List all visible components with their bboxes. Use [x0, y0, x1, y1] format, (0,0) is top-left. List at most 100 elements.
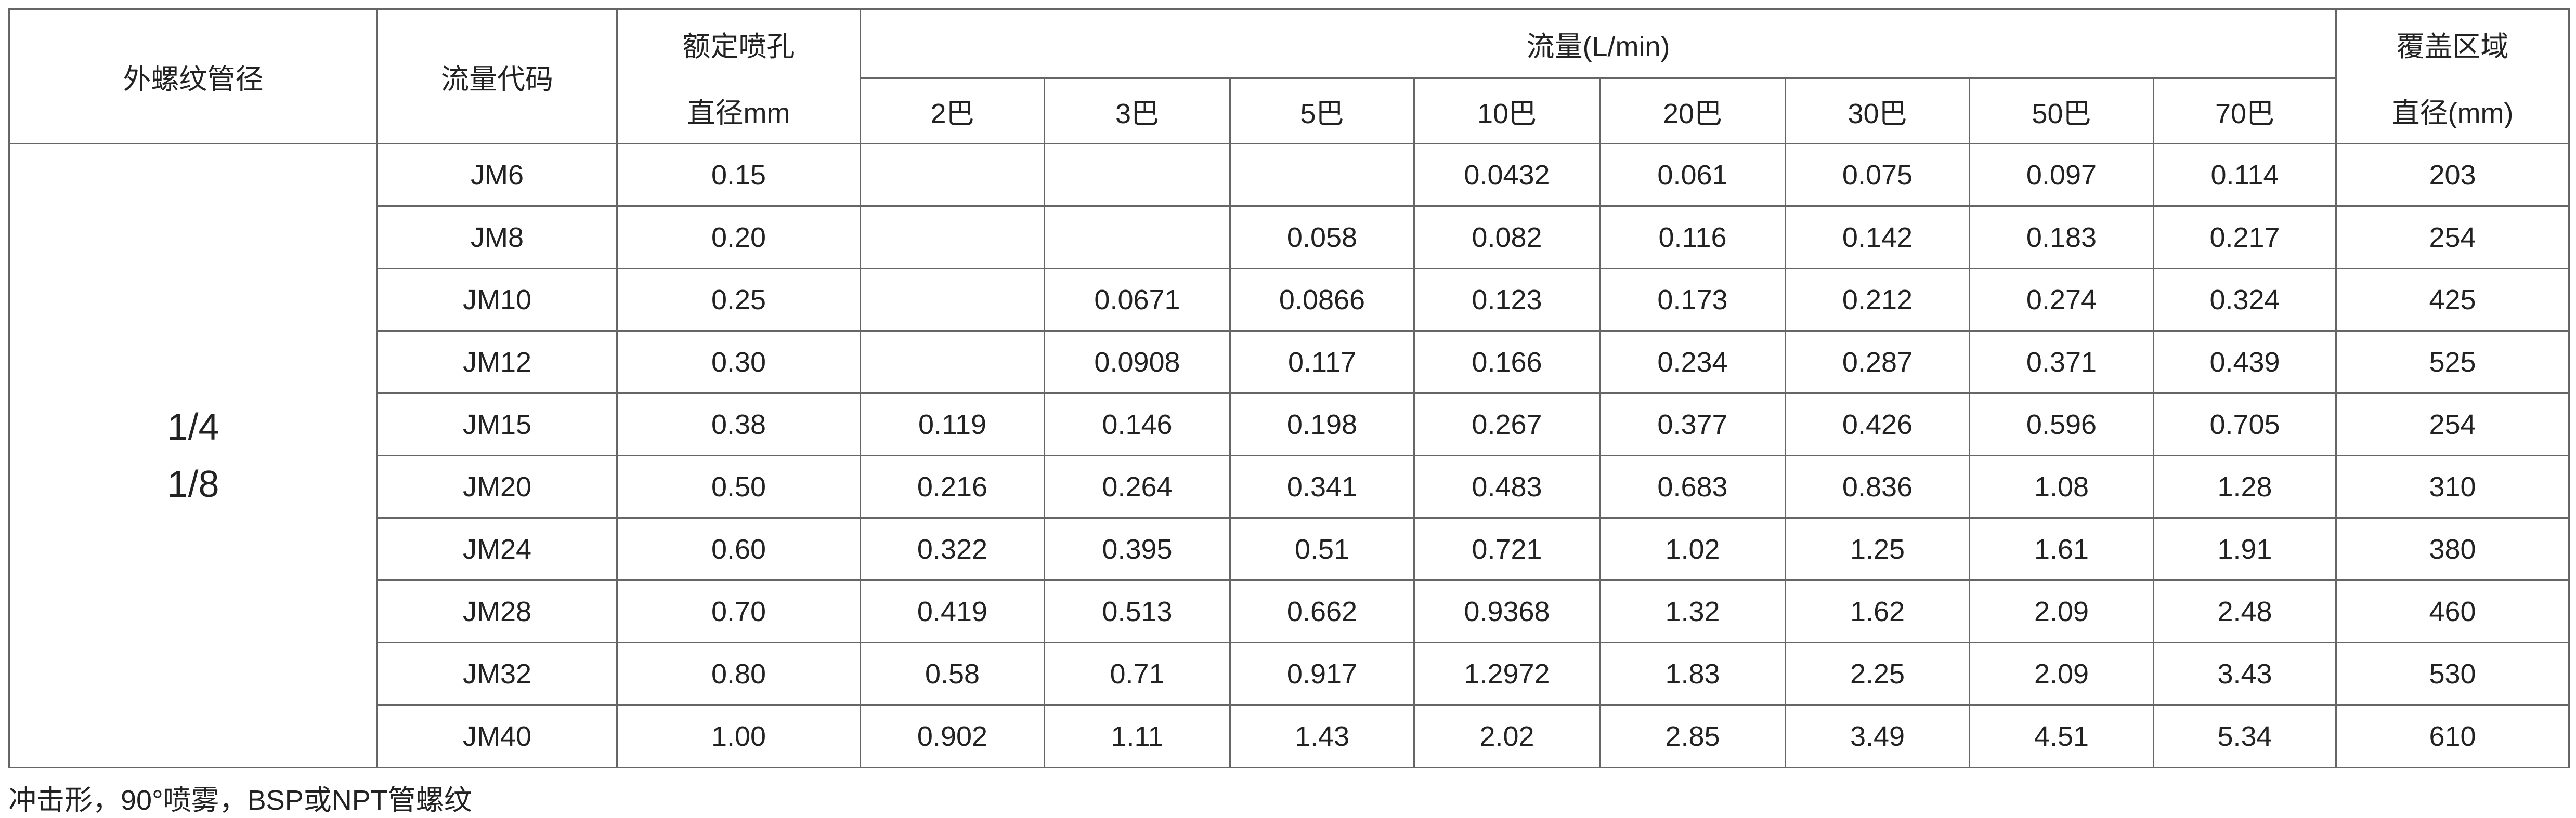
table-cell: 1.25: [1785, 517, 1970, 581]
table-cell: 0.513: [1044, 579, 1231, 643]
table-cell: [860, 268, 1045, 332]
table-cell: [860, 143, 1045, 207]
table-cell: 0.51: [1229, 517, 1415, 581]
table-cell: 1.28: [2152, 455, 2337, 519]
table-cell: 0.216: [860, 455, 1045, 519]
table-cell: 0.902: [860, 704, 1045, 768]
table-row: JM8 0.20 0.058 0.082 0.116 0.142 0.183 0.217 254: [9, 205, 2570, 269]
header-cell: 直径mm: [616, 78, 861, 144]
header-cell: 外螺纹管径: [8, 8, 378, 144]
table-cell: 0.183: [1969, 205, 2154, 269]
table-cell: 525: [2335, 330, 2570, 394]
table-cell: 254: [2335, 205, 2570, 269]
table-cell: 0.116: [1599, 205, 1786, 269]
table-cell: 1.2972: [1413, 642, 1601, 706]
table-cell: 0.419: [860, 579, 1045, 643]
table-cell: 0.15: [616, 143, 861, 207]
header-cell: 10巴: [1413, 77, 1601, 144]
table-cell: 0.075: [1785, 143, 1970, 207]
table-cell: 0.212: [1785, 268, 1970, 332]
table-cell: 0.114: [2152, 143, 2337, 207]
table-cell: 0.60: [616, 517, 861, 581]
table-cell: 310: [2335, 455, 2570, 519]
table-cell: JM15: [376, 392, 618, 456]
header-cell: 2巴: [860, 77, 1045, 144]
table-cell: 1.62: [1785, 579, 1970, 643]
thread-size: 1/8: [167, 463, 219, 505]
table-row: JM32 0.80 0.58 0.71 0.917 1.2972 1.83 2.25 2.09 3…: [9, 642, 2570, 706]
thread-size: 1/4: [167, 406, 219, 448]
table-cell: 1.00: [616, 704, 861, 768]
table-row: JM10 0.25 0.0671 0.0866 0.123 0.173 0.212 0.274…: [9, 268, 2570, 332]
table-cell: 1.83: [1599, 642, 1786, 706]
table-cell: 0.061: [1599, 143, 1786, 207]
header-cell: 5巴: [1229, 77, 1415, 144]
header-cell: 流量(L/min): [859, 8, 2337, 79]
table-cell: 1.43: [1229, 704, 1415, 768]
table-cell: 0.123: [1413, 268, 1601, 332]
table-cell: JM6: [376, 143, 618, 207]
table-cell: 2.02: [1413, 704, 1601, 768]
thread-cell: 1/4 1/8: [8, 143, 378, 768]
table-cell: 0.146: [1044, 392, 1231, 456]
table-cell: 0.117: [1229, 330, 1415, 394]
table-cell: 0.38: [616, 392, 861, 456]
table-cell: 0.25: [616, 268, 861, 332]
table-cell: JM10: [376, 268, 618, 332]
table-row: JM40 1.00 0.902 1.11 1.43 2.02 2.85 3.49 4.51 5.3…: [9, 704, 2570, 768]
table-cell: 0.9368: [1413, 579, 1601, 643]
table-row: JM15 0.38 0.119 0.146 0.198 0.267 0.377 0.426 0.…: [9, 392, 2570, 456]
table-cell: 425: [2335, 268, 2570, 332]
table-cell: 1.61: [1969, 517, 2154, 581]
table-cell: 254: [2335, 392, 2570, 456]
header-cell: 20巴: [1599, 77, 1786, 144]
table-cell: JM32: [376, 642, 618, 706]
table-cell: 380: [2335, 517, 2570, 581]
table-cell: 0.71: [1044, 642, 1231, 706]
table-cell: 0.217: [2152, 205, 2337, 269]
table-cell: 0.683: [1599, 455, 1786, 519]
table-cell: 0.267: [1413, 392, 1601, 456]
table-cell: 0.142: [1785, 205, 1970, 269]
table-cell: 4.51: [1969, 704, 2154, 768]
header-cell: 30巴: [1785, 77, 1970, 144]
table-cell: 0.836: [1785, 455, 1970, 519]
table-cell: 0.377: [1599, 392, 1786, 456]
header-cell: 直径(mm): [2335, 78, 2570, 144]
table-cell: 0.058: [1229, 205, 1415, 269]
header-cell: 额定喷孔: [616, 8, 861, 78]
table-cell: 3.49: [1785, 704, 1970, 768]
table-cell: 2.48: [2152, 579, 2337, 643]
table-cell: [1044, 205, 1231, 269]
table-cell: 1.11: [1044, 704, 1231, 768]
table-cell: 0.426: [1785, 392, 1970, 456]
table-cell: 0.395: [1044, 517, 1231, 581]
table-row: 1/4 1/8 JM6 0.15 0.0432 0.061 0.075 0.097 0.114 2…: [8, 143, 2570, 768]
table-cell: 0.0671: [1044, 268, 1231, 332]
table-cell: 0.234: [1599, 330, 1786, 394]
table-cell: 0.322: [860, 517, 1045, 581]
table-cell: JM24: [376, 517, 618, 581]
table-cell: 0.097: [1969, 143, 2154, 207]
table-cell: 0.596: [1969, 392, 2154, 456]
table-cell: 0.917: [1229, 642, 1415, 706]
table-cell: 0.0908: [1044, 330, 1231, 394]
table-cell: 0.371: [1969, 330, 2154, 394]
header-cell: 流量代码: [376, 8, 618, 144]
table-cell: 3.43: [2152, 642, 2337, 706]
table-row: JM20 0.50 0.216 0.264 0.341 0.483 0.683 0.836 1.…: [9, 455, 2570, 519]
table-cell: JM20: [376, 455, 618, 519]
table-row: JM24 0.60 0.322 0.395 0.51 0.721 1.02 1.25 1.61 1…: [9, 517, 2570, 581]
table-cell: 0.0432: [1413, 143, 1601, 207]
table-cell: JM8: [376, 205, 618, 269]
table-cell: [1044, 143, 1231, 207]
table-row: JM12 0.30 0.0908 0.117 0.166 0.234 0.287 0.371 0…: [9, 330, 2570, 394]
table-cell: 0.173: [1599, 268, 1786, 332]
table-cell: [860, 205, 1045, 269]
table-cell: 2.85: [1599, 704, 1786, 768]
table-cell: 1.02: [1599, 517, 1786, 581]
table-cell: 0.721: [1413, 517, 1601, 581]
table-cell: JM12: [376, 330, 618, 394]
header-cell: 覆盖区域: [2335, 8, 2570, 78]
table-cell: 0.082: [1413, 205, 1601, 269]
